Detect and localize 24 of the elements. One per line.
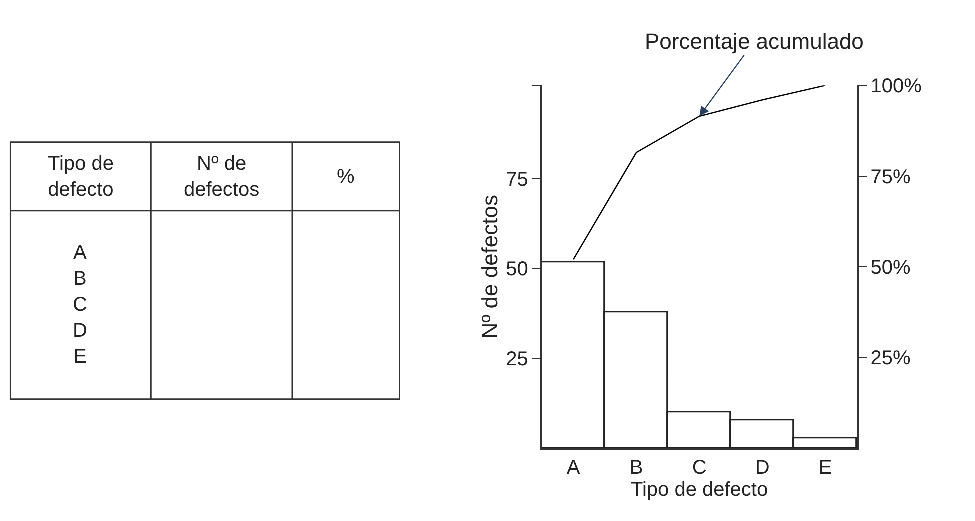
y2-tick-label: 100% — [870, 76, 922, 98]
y2-tick-label: 50% — [870, 256, 912, 279]
y-axis-title: Nº de defectos — [477, 194, 502, 339]
x-tick-label: A — [566, 456, 581, 479]
y2-tick-label: 75% — [870, 166, 912, 188]
y-tick-label: 50 — [506, 258, 528, 281]
text: Nº de defectos — [184, 153, 260, 201]
text: % — [337, 166, 355, 188]
y2-tick-label: 25% — [870, 348, 912, 370]
category-label: A — [74, 242, 88, 264]
category-label: C — [73, 294, 88, 316]
x-axis-title: Tipo de defecto — [630, 478, 768, 501]
x-tick-label: C — [692, 456, 707, 479]
category-label: B — [74, 268, 87, 290]
category-label: E — [74, 346, 87, 368]
x-tick-label: B — [630, 456, 644, 479]
line-series — [572, 86, 826, 260]
annotation: Porcentaje acumulado — [645, 29, 864, 54]
y-tick-label: 25 — [506, 348, 528, 370]
x-tick-label: E — [818, 456, 832, 479]
x-tick-label: D — [755, 456, 770, 479]
y-tick-label: 75 — [506, 168, 528, 191]
category-label: D — [73, 320, 88, 342]
text: Tipo de defecto — [48, 153, 114, 201]
